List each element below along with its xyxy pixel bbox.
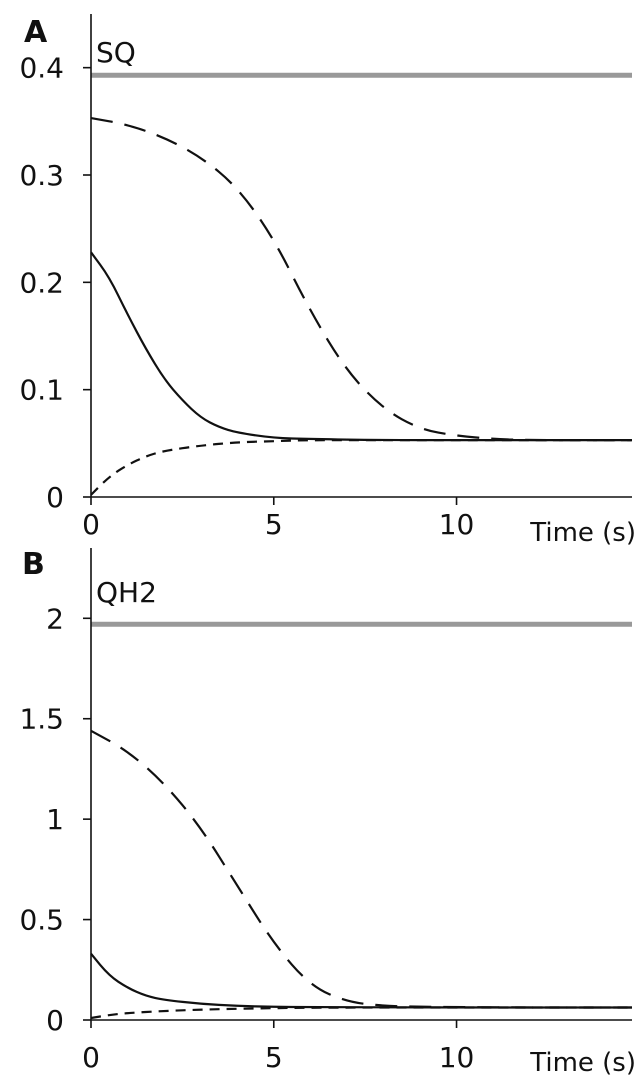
panel-b: 0 0.5 1 1.5 2 0 5 10 B QH2 Time (s) — [19, 547, 636, 1078]
panel-a-x-tick-label: 0 — [82, 508, 100, 541]
panel-a-series-solid — [90, 251, 632, 442]
panel-a-y-tick-label: 0.3 — [19, 159, 64, 192]
panel-b-x-tick-label: 5 — [265, 1041, 283, 1074]
panel-b-x-tick-label: 0 — [82, 1041, 100, 1074]
panel-b-y-tick-label: 1.5 — [19, 703, 64, 736]
panel-b-y-tick-label: 1 — [46, 803, 64, 836]
panel-a-series — [90, 72, 632, 496]
panel-b-y-tick-label: 0 — [46, 1004, 64, 1037]
panel-a-y-tick-label: 0 — [46, 481, 64, 514]
panel-b-series — [90, 621, 632, 1020]
panel-a-label: A — [24, 15, 48, 50]
panel-b-label: B — [22, 547, 45, 582]
panel-b-y-tick-label: 2 — [46, 602, 64, 635]
panel-a-y-tick-label: 0.4 — [19, 52, 64, 85]
panel-a-title: SQ — [96, 36, 136, 69]
panel-a-series-long-dash — [90, 117, 632, 442]
panel-b-x-axis-label: Time (s) — [529, 1048, 636, 1078]
panel-a-x-tick-label: 5 — [265, 508, 283, 541]
panel-b-series-solid — [90, 953, 632, 1009]
panel-b-series-long-dash — [90, 729, 632, 1009]
panel-b-ticks: 0 0.5 1 1.5 2 0 5 10 — [19, 602, 474, 1074]
panel-b-title: QH2 — [96, 576, 157, 609]
panel-a-x-tick-label: 10 — [439, 508, 475, 541]
panel-a-x-axis-label: Time (s) — [529, 518, 636, 548]
panel-b-x-tick-label: 10 — [439, 1041, 475, 1074]
panel-a: 0 0.1 0.2 0.3 0.4 0 5 10 A SQ Time (s) — [19, 14, 636, 548]
panel-a-ticks: 0 0.1 0.2 0.3 0.4 0 5 10 — [19, 52, 474, 541]
panel-a-series-short-dash — [90, 438, 632, 496]
panel-b-y-tick-label: 0.5 — [19, 904, 64, 937]
panel-a-y-tick-label: 0.1 — [19, 374, 64, 407]
panel-b-series-short-dash — [90, 1006, 632, 1020]
panel-a-y-tick-label: 0.2 — [19, 266, 64, 299]
